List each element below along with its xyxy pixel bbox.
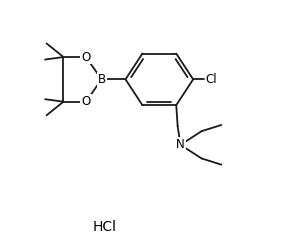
Text: HCl: HCl [92, 220, 116, 234]
Text: B: B [98, 73, 105, 86]
Text: N: N [176, 138, 185, 151]
Text: Cl: Cl [206, 73, 217, 86]
Text: O: O [81, 95, 91, 108]
Text: O: O [81, 51, 91, 63]
